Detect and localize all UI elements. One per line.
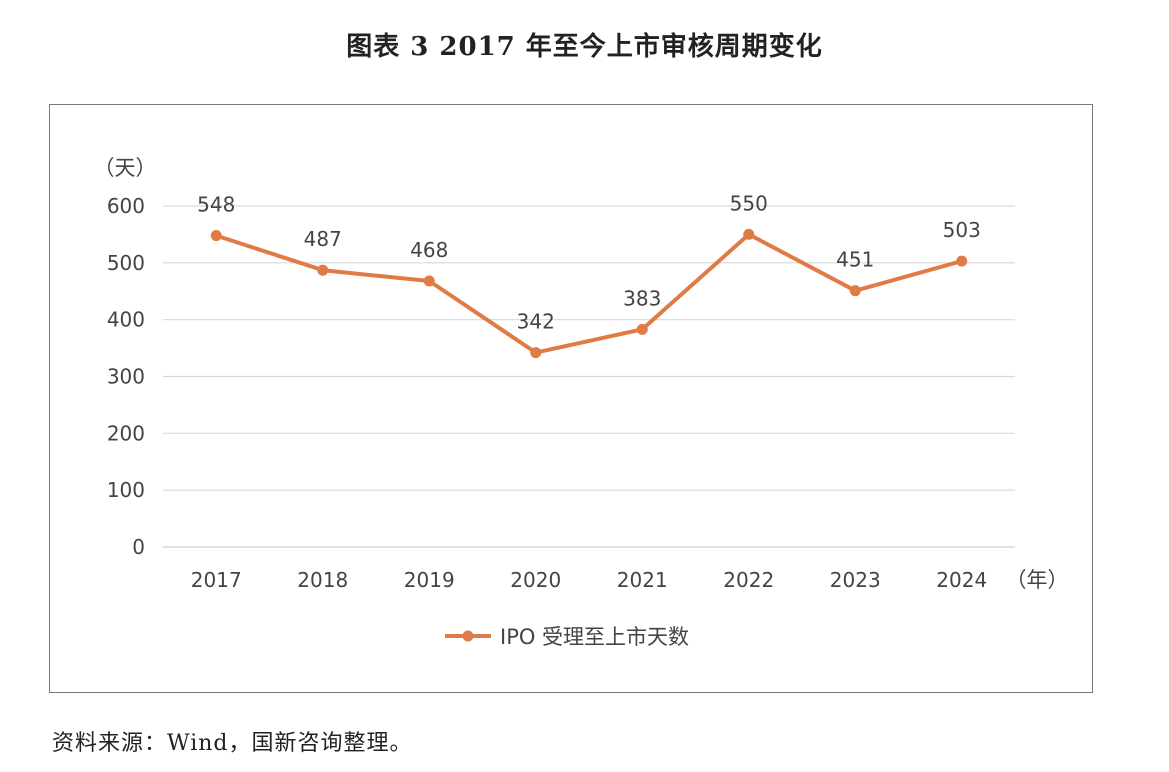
data-point — [956, 255, 968, 267]
x-tick-label: 2019 — [404, 568, 455, 592]
x-tick-label: 2018 — [297, 568, 348, 592]
data-label: 468 — [410, 238, 448, 262]
y-tick-labels: 0 100 200 300 400 500 600 — [107, 194, 145, 559]
y-tick-label: 100 — [107, 478, 145, 502]
x-tick-labels: 2017 2018 2019 2020 2021 2022 2023 2024 — [191, 568, 987, 592]
data-label: 548 — [197, 193, 235, 217]
series-layer: 548 487 468 342 383 550 451 503 — [197, 191, 981, 359]
y-tick-label: 600 — [107, 194, 145, 218]
data-label: 342 — [517, 310, 555, 334]
data-label: 383 — [623, 286, 661, 310]
gridlines — [163, 205, 1015, 548]
x-tick-label: 2023 — [830, 568, 881, 592]
data-point — [423, 275, 435, 287]
x-axis-label: （年） — [1006, 568, 1069, 592]
legend: IPO 受理至上市天数 — [445, 625, 689, 649]
chart-frame — [49, 104, 1093, 693]
y-tick-label: 400 — [107, 308, 145, 332]
figure-title: 图表 3 2017 年至今上市审核周期变化 — [346, 32, 823, 62]
data-label: 550 — [730, 191, 768, 215]
data-point — [636, 323, 648, 335]
data-point — [849, 285, 861, 297]
data-label: 487 — [304, 227, 342, 251]
y-axis-label: （天） — [94, 156, 157, 180]
x-tick-label: 2017 — [191, 568, 242, 592]
legend-entry-label: IPO 受理至上市天数 — [500, 625, 689, 649]
data-point — [317, 264, 329, 276]
y-tick-label: 0 — [132, 535, 145, 559]
data-point — [743, 228, 755, 240]
y-tick-label: 300 — [107, 365, 145, 389]
y-tick-label: 500 — [107, 251, 145, 275]
x-tick-label: 2022 — [723, 568, 774, 592]
x-tick-label: 2020 — [510, 568, 561, 592]
source-note: 资料来源：Wind，国新咨询整理。 — [52, 731, 413, 756]
y-tick-label: 200 — [107, 421, 145, 445]
x-tick-label: 2021 — [617, 568, 668, 592]
x-tick-label: 2024 — [936, 568, 987, 592]
data-label: 451 — [836, 248, 874, 272]
legend-marker-swatch — [462, 630, 474, 642]
data-label: 503 — [943, 218, 981, 242]
series-line — [214, 232, 964, 355]
data-point — [530, 347, 542, 359]
data-point — [210, 230, 222, 242]
